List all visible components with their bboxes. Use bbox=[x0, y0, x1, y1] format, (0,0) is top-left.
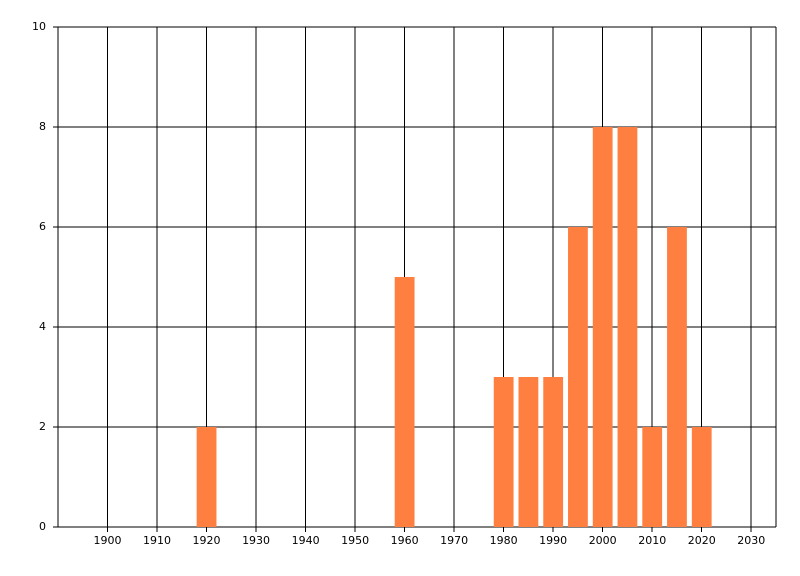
y-tick-label: 0 bbox=[39, 520, 46, 533]
bar bbox=[493, 377, 514, 527]
x-tick-label: 1960 bbox=[391, 534, 419, 547]
y-tick-label: 2 bbox=[39, 420, 46, 433]
x-tick-label: 1940 bbox=[292, 534, 320, 547]
bar bbox=[518, 377, 539, 527]
y-tick-label: 4 bbox=[39, 320, 46, 333]
bar bbox=[543, 377, 564, 527]
bar bbox=[667, 227, 687, 527]
x-tick-label: 1950 bbox=[341, 534, 369, 547]
x-tick-label: 1910 bbox=[143, 534, 171, 547]
x-tick-label: 1900 bbox=[94, 534, 122, 547]
y-tick-label: 6 bbox=[39, 220, 46, 233]
bar bbox=[394, 277, 415, 527]
y-tick-label: 8 bbox=[39, 120, 46, 133]
x-tick-label: 2010 bbox=[638, 534, 666, 547]
bar bbox=[568, 227, 588, 527]
bar bbox=[691, 427, 712, 527]
bar bbox=[196, 427, 217, 527]
bar bbox=[617, 127, 638, 527]
x-tick-label: 1990 bbox=[539, 534, 567, 547]
x-tick-label: 1930 bbox=[242, 534, 270, 547]
bar bbox=[592, 127, 613, 527]
y-tick-label: 10 bbox=[32, 20, 46, 33]
x-tick-label: 2030 bbox=[737, 534, 765, 547]
x-tick-label: 1920 bbox=[193, 534, 221, 547]
x-tick-label: 2020 bbox=[688, 534, 716, 547]
x-tick-label: 1980 bbox=[490, 534, 518, 547]
x-tick-label: 1970 bbox=[440, 534, 468, 547]
x-tick-label: 2000 bbox=[589, 534, 617, 547]
bar bbox=[642, 427, 663, 527]
